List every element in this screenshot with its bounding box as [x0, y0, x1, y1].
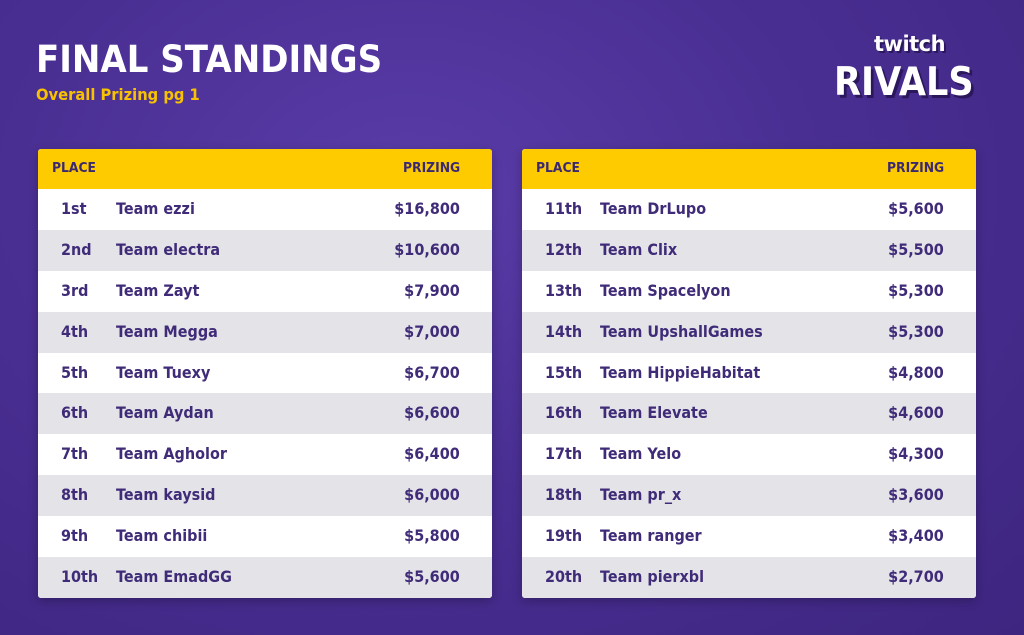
logo-rivals-text: RIVALS: [834, 60, 974, 105]
row-team: Team Tuexy: [116, 362, 211, 382]
row-place: 7th: [61, 444, 89, 464]
row-prize: $3,400: [888, 526, 944, 546]
column-header-prizing: PRIZING: [402, 161, 460, 176]
logo-twitch-text: twitch: [874, 32, 946, 56]
row-place: 5th: [61, 362, 89, 382]
row-prize: $5,300: [888, 321, 944, 341]
row-prize: $6,700: [404, 362, 460, 382]
table-row: 3rd Team Zayt $7,900: [38, 270, 492, 312]
row-place: 1st: [61, 199, 87, 218]
table-row: 15th Team HippieHabitat $4,800: [522, 352, 976, 394]
table-row: 16th Team Elevate $4,600: [522, 393, 976, 435]
row-team: Team ranger: [600, 526, 702, 546]
row-prize: $3,600: [888, 485, 944, 505]
table-header: PLACE PRIZING: [38, 149, 492, 189]
column-header-place: PLACE: [536, 161, 580, 176]
row-place: 4th: [61, 321, 89, 341]
row-place: 20th: [545, 567, 583, 587]
standings-table-left: PLACE PRIZING 1st Team ezzi $16,800 2nd Tea…: [38, 149, 492, 598]
table-row: 1st Team ezzi $16,800: [38, 189, 492, 230]
row-place: 6th: [61, 403, 89, 423]
table-row: 17th Team Yelo $4,300: [522, 434, 976, 476]
row-prize: $7,900: [404, 280, 460, 300]
standings-table-right: PLACE PRIZING 11th Team DrLupo $5,600 12th…: [522, 149, 976, 598]
table-row: 18th Team pr_x $3,600: [522, 475, 976, 517]
row-prize: $7,000: [404, 321, 460, 341]
row-place: 17th: [545, 444, 583, 464]
row-prize: $5,300: [888, 280, 944, 300]
row-prize: $5,600: [404, 567, 460, 587]
row-prize: $5,600: [888, 199, 944, 218]
row-place: 10th: [61, 567, 99, 587]
row-prize: $6,000: [404, 485, 460, 505]
table-row: 9th Team chibii $5,800: [38, 516, 492, 558]
column-header-prizing: PRIZING: [886, 161, 944, 176]
row-prize: $5,800: [404, 526, 460, 546]
table-row: 11th Team DrLupo $5,600: [522, 189, 976, 230]
row-place: 18th: [545, 485, 583, 505]
row-team: Team pierxbl: [600, 567, 705, 587]
row-team: Team chibii: [116, 526, 208, 546]
row-team: Team electra: [116, 239, 221, 259]
table-header: PLACE PRIZING: [522, 149, 976, 189]
row-prize: $4,600: [888, 403, 944, 423]
page-subtitle: Overall Prizing pg 1: [36, 85, 200, 104]
table-body: 1st Team ezzi $16,800 2nd Team electra $10,6…: [38, 189, 492, 598]
table-row: 6th Team Aydan $6,600: [38, 393, 492, 435]
table-row: 14th Team UpshallGames $5,300: [522, 311, 976, 353]
row-prize: $5,500: [888, 239, 944, 259]
row-prize: $10,600: [394, 239, 460, 259]
table-row: 4th Team Megga $7,000: [38, 311, 492, 353]
row-place: 14th: [545, 321, 583, 341]
row-prize: $4,300: [888, 444, 944, 464]
row-team: Team Clix: [600, 239, 678, 259]
row-place: 11th: [545, 199, 583, 218]
table-row: 19th Team ranger $3,400: [522, 516, 976, 558]
column-header-place: PLACE: [52, 161, 96, 176]
table-row: 20th Team pierxbl $2,700: [522, 557, 976, 598]
row-team: Team HippieHabitat: [600, 362, 761, 382]
row-place: 15th: [545, 362, 583, 382]
row-team: Team Yelo: [600, 444, 682, 464]
row-team: Team pr_x: [600, 485, 682, 505]
row-team: Team Megga: [116, 321, 218, 341]
table-body: 11th Team DrLupo $5,600 12th Team Clix $5,50…: [522, 189, 976, 598]
row-place: 16th: [545, 403, 583, 423]
row-team: Team ezzi: [116, 199, 195, 218]
row-prize: $4,800: [888, 362, 944, 382]
row-team: Team EmadGG: [116, 567, 232, 587]
table-row: 5th Team Tuexy $6,700: [38, 352, 492, 394]
row-team: Team UpshallGames: [600, 321, 763, 341]
row-team: Team Spacelyon: [600, 280, 731, 300]
row-place: 13th: [545, 280, 583, 300]
row-prize: $6,600: [404, 403, 460, 423]
row-team: Team Elevate: [600, 403, 708, 423]
row-place: 3rd: [61, 280, 89, 300]
table-row: 13th Team Spacelyon $5,300: [522, 270, 976, 312]
row-team: Team Agholor: [116, 444, 227, 464]
row-team: Team kaysid: [116, 485, 216, 505]
row-team: Team Aydan: [116, 403, 214, 423]
row-prize: $16,800: [394, 199, 460, 218]
table-row: 8th Team kaysid $6,000: [38, 475, 492, 517]
table-row: 10th Team EmadGG $5,600: [38, 557, 492, 598]
table-row: 12th Team Clix $5,500: [522, 229, 976, 271]
row-prize: $2,700: [888, 567, 944, 587]
row-place: 2nd: [61, 239, 92, 259]
row-prize: $6,400: [404, 444, 460, 464]
row-place: 8th: [61, 485, 89, 505]
table-row: 2nd Team electra $10,600: [38, 229, 492, 271]
row-place: 12th: [545, 239, 583, 259]
row-place: 9th: [61, 526, 89, 546]
page-title: FINAL STANDINGS: [36, 38, 383, 81]
twitch-rivals-logo: twitch RIVALS: [830, 30, 990, 114]
row-place: 19th: [545, 526, 583, 546]
row-team: Team DrLupo: [600, 199, 707, 218]
table-row: 7th Team Agholor $6,400: [38, 434, 492, 476]
row-team: Team Zayt: [116, 280, 200, 300]
